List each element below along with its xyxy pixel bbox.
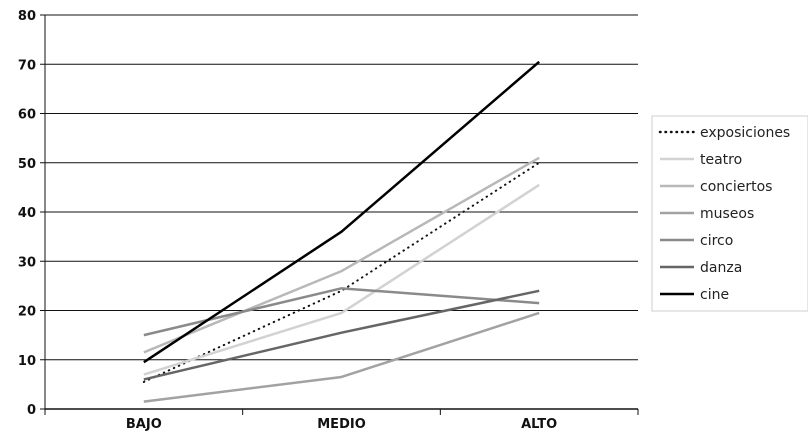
- y-tick-label: 40: [18, 206, 36, 221]
- legend-label-cine: cine: [700, 287, 729, 303]
- x-tick-label: BAJO: [126, 417, 162, 432]
- series-line-conciertos: [143, 156, 540, 354]
- y-tick-label: 80: [18, 9, 36, 24]
- series-line-museos: [143, 311, 540, 403]
- x-axis: BAJO MEDIO ALTO: [44, 408, 639, 432]
- gridlines: [45, 14, 638, 361]
- y-tick-label: 60: [18, 108, 36, 123]
- y-tick-label: 70: [18, 58, 36, 73]
- legend-label-circo: circo: [700, 233, 733, 249]
- x-tick-label: MEDIO: [317, 417, 366, 432]
- series-line-exposiciones: [142, 161, 541, 383]
- legend: exposiciones teatro conciertos museos circo d…: [651, 115, 808, 312]
- y-tick-label: 30: [18, 255, 36, 270]
- y-tick-label: 20: [18, 305, 36, 320]
- legend-label-museos: museos: [700, 206, 754, 222]
- legend-label-danza: danza: [700, 260, 742, 276]
- y-tick-label: 0: [27, 403, 36, 418]
- legend-label-conciertos: conciertos: [700, 179, 772, 195]
- series-line-cine: [143, 60, 540, 364]
- y-tick-label: 50: [18, 157, 36, 172]
- series-line-danza: [143, 289, 540, 381]
- x-tick-label: ALTO: [521, 417, 557, 432]
- legend-label-teatro: teatro: [700, 152, 742, 168]
- y-tick-label: 10: [18, 354, 36, 369]
- series-line-teatro: [143, 183, 540, 376]
- y-axis-ticks: 0 10 20 30 40 50 60 70 80: [18, 9, 46, 418]
- series-lines: [142, 60, 541, 403]
- legend-label-exposiciones: exposiciones: [700, 125, 790, 141]
